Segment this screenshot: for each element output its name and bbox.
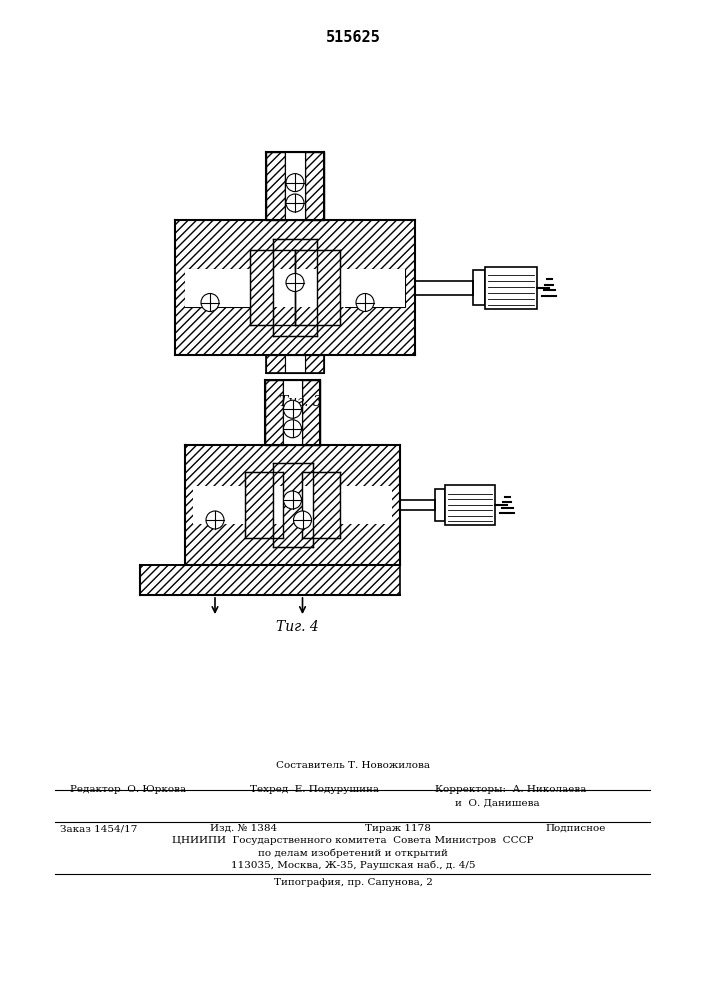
Circle shape xyxy=(356,294,374,312)
Text: Тираж 1178: Тираж 1178 xyxy=(365,824,431,833)
Bar xyxy=(140,565,400,595)
Text: Редактор  О. Юркова: Редактор О. Юркова xyxy=(70,785,186,794)
Bar xyxy=(345,268,405,306)
Text: Составитель Т. Новожилова: Составитель Т. Новожилова xyxy=(276,761,430,770)
Bar xyxy=(175,220,415,355)
Bar xyxy=(302,486,312,524)
Text: по делам изобретений и открытий: по делам изобретений и открытий xyxy=(258,848,448,857)
Bar xyxy=(273,268,295,306)
Bar xyxy=(185,268,250,306)
Bar xyxy=(286,355,305,373)
Bar xyxy=(302,380,320,445)
Bar xyxy=(265,380,284,445)
Circle shape xyxy=(201,294,219,312)
Bar xyxy=(272,486,283,524)
Bar xyxy=(266,355,286,373)
Circle shape xyxy=(284,491,301,509)
Bar xyxy=(185,445,400,565)
Text: Подписное: Подписное xyxy=(545,824,605,833)
Bar xyxy=(245,472,283,538)
Text: ЦНИИПИ  Государственного комитета  Совета Министров  СССР: ЦНИИПИ Государственного комитета Совета … xyxy=(173,836,534,845)
Bar xyxy=(340,486,392,524)
Text: Τиг. 4: Τиг. 4 xyxy=(276,620,319,634)
Bar xyxy=(305,355,324,373)
Bar xyxy=(305,152,324,220)
Bar xyxy=(295,250,340,325)
Circle shape xyxy=(284,420,301,438)
Circle shape xyxy=(286,174,304,192)
Bar xyxy=(435,489,445,521)
Bar xyxy=(273,239,317,336)
Bar xyxy=(266,152,286,220)
Text: Τиг. 3: Τиг. 3 xyxy=(279,395,322,409)
Bar xyxy=(193,486,245,524)
Bar xyxy=(445,485,495,525)
Bar xyxy=(473,270,485,305)
Circle shape xyxy=(286,194,304,212)
Bar xyxy=(340,268,405,306)
Bar xyxy=(272,463,312,547)
Text: 113035, Москва, Ж-35, Раушская наб., д. 4/5: 113035, Москва, Ж-35, Раушская наб., д. … xyxy=(230,860,475,869)
Bar xyxy=(250,250,295,325)
Circle shape xyxy=(284,400,301,418)
Text: Заказ 1454/17: Заказ 1454/17 xyxy=(60,824,137,833)
Text: Техред  Е. Подурушина: Техред Е. Подурушина xyxy=(250,785,379,794)
Text: Корректоры:  А. Николаева: Корректоры: А. Николаева xyxy=(435,785,586,794)
Circle shape xyxy=(286,273,304,292)
Bar xyxy=(286,152,305,220)
Bar xyxy=(185,268,250,306)
Bar xyxy=(485,266,537,308)
Text: и  О. Данишева: и О. Данишева xyxy=(455,799,539,808)
Text: Изд. № 1384: Изд. № 1384 xyxy=(210,824,277,833)
Bar xyxy=(295,268,317,306)
Text: Типография, пр. Сапунова, 2: Типография, пр. Сапунова, 2 xyxy=(274,878,433,887)
Text: 515625: 515625 xyxy=(326,30,380,45)
Circle shape xyxy=(293,511,312,529)
Bar xyxy=(302,472,340,538)
Bar xyxy=(284,380,302,445)
Circle shape xyxy=(206,511,224,529)
